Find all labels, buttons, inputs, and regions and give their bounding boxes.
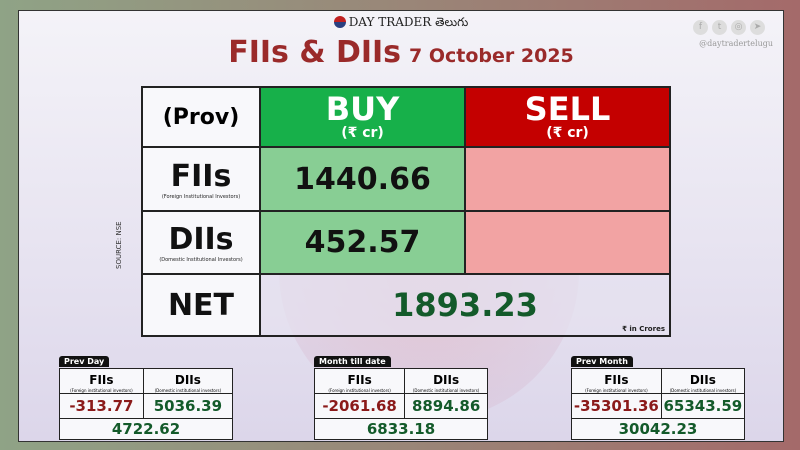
fii-header: FIIs (Foreign institutional investors) xyxy=(571,368,662,394)
twitter-icon[interactable]: t xyxy=(712,20,727,35)
title-main: FIIs & DIIs xyxy=(228,35,402,70)
corner-cell: (Prov) xyxy=(141,86,261,148)
fii-sell xyxy=(464,146,671,212)
social-handle: @daytradertelugu xyxy=(699,39,773,48)
brand-name: DAY TRADER తెలుగు xyxy=(348,15,469,29)
dii-sub: (Domestic institutional investors) xyxy=(154,388,222,393)
summary-table: FIIs (Foreign institutional investors) DI… xyxy=(313,368,488,440)
summary-0: Prev Day FIIs (Foreign institutional inve… xyxy=(59,349,234,440)
brand: DAY TRADER తెలుగు xyxy=(19,15,783,32)
fii-sub: (Foreign institutional investors) xyxy=(70,388,133,393)
fii-sub: (Foreign Institutional Investors) xyxy=(161,193,241,200)
dii-header: DIIs (Domestic institutional investors) xyxy=(404,368,488,394)
fii-sub: (Foreign institutional investors) xyxy=(328,388,391,393)
fii-label: FIIs xyxy=(347,373,372,387)
dii-value: 5036.39 xyxy=(142,393,234,419)
fii-label: FIIs xyxy=(89,373,114,387)
social-icons: f t ◎ ➤ xyxy=(693,20,765,35)
dii-header: DIIs (Domestic institutional investors) xyxy=(142,368,234,394)
fii-label: FIIs xyxy=(604,373,629,387)
summary-tag: Month till date xyxy=(314,356,391,367)
buy-label: BUY xyxy=(325,90,400,128)
summary-table: FIIs (Foreign institutional investors) DI… xyxy=(571,368,746,440)
sell-header: SELL (₹ cr) xyxy=(464,86,671,148)
dii-sub: (Domestic institutional investors) xyxy=(669,388,737,393)
sell-label: SELL xyxy=(524,90,611,128)
title-date: 7 October 2025 xyxy=(409,45,574,67)
summary-table: FIIs (Foreign institutional investors) DI… xyxy=(59,368,234,440)
fii-dii-table: (Prov) BUY (₹ cr) SELL (₹ cr) FIIs (Foreign… xyxy=(141,86,671,337)
prov-label: (Prov) xyxy=(162,104,240,130)
net-value: 30042.23 xyxy=(571,418,745,440)
dii-buy: 452.57 xyxy=(259,210,466,275)
fii-header: FIIs (Foreign institutional investors) xyxy=(59,368,144,394)
sell-unit: (₹ cr) xyxy=(546,125,589,141)
dii-label: DIIs xyxy=(433,373,460,387)
fii-label: FIIs xyxy=(170,158,232,194)
fii-row: FIIs (Foreign Institutional Investors) 14… xyxy=(141,146,671,212)
net-label-cell: NET xyxy=(141,273,261,337)
dii-label: DIIs xyxy=(689,373,716,387)
infographic-panel: DAY TRADER తెలుగు f t ◎ ➤ @daytradertelugu … xyxy=(18,10,784,442)
fii-buy: 1440.66 xyxy=(259,146,466,212)
facebook-icon[interactable]: f xyxy=(693,20,708,35)
dii-value: 8894.86 xyxy=(404,393,488,419)
net-value: 4722.62 xyxy=(59,418,233,440)
summary-2: Prev Month FIIs (Foreign institutional in… xyxy=(571,349,746,440)
dii-sub: (Domestic institutional investors) xyxy=(412,388,480,393)
fii-sub: (Foreign institutional investors) xyxy=(585,388,648,393)
net-value: 6833.18 xyxy=(314,418,488,440)
buy-unit: (₹ cr) xyxy=(341,125,384,141)
dii-value: 65343.59 xyxy=(660,393,746,419)
net-value: 1893.23 xyxy=(392,286,538,324)
dii-row: DIIs (Domestic Institutional Investors) 4… xyxy=(141,210,671,275)
net-label: NET xyxy=(167,287,235,323)
dii-header: DIIs (Domestic institutional investors) xyxy=(660,368,746,394)
net-row: NET 1893.23 ₹ in Crores xyxy=(141,273,671,337)
dii-sub: (Domestic Institutional Investors) xyxy=(159,257,243,263)
instagram-icon[interactable]: ◎ xyxy=(731,20,746,35)
brand-logo-icon xyxy=(333,16,346,28)
fii-label-cell: FIIs (Foreign Institutional Investors) xyxy=(141,146,261,212)
dii-label: DIIs xyxy=(174,373,201,387)
unit-note: ₹ in Crores xyxy=(622,325,665,333)
fii-value: -35301.36 xyxy=(571,393,662,419)
source-label: SOURCE: NSE xyxy=(115,221,123,269)
fii-header: FIIs (Foreign institutional investors) xyxy=(313,368,406,394)
net-cell: 1893.23 ₹ in Crores xyxy=(259,273,671,337)
dii-label-cell: DIIs (Domestic Institutional Investors) xyxy=(141,210,261,275)
page-title: FIIs & DIIs 7 October 2025 xyxy=(19,35,783,70)
dii-sell xyxy=(464,210,671,275)
summary-1: Month till date FIIs (Foreign institution… xyxy=(313,349,488,440)
summary-tag: Prev Month xyxy=(571,356,633,367)
fii-value: -313.77 xyxy=(59,393,144,419)
dii-label: DIIs xyxy=(168,222,234,257)
telegram-icon[interactable]: ➤ xyxy=(750,20,765,35)
buy-header: BUY (₹ cr) xyxy=(259,86,466,148)
fii-value: -2061.68 xyxy=(313,393,406,419)
summary-tag: Prev Day xyxy=(59,356,110,367)
